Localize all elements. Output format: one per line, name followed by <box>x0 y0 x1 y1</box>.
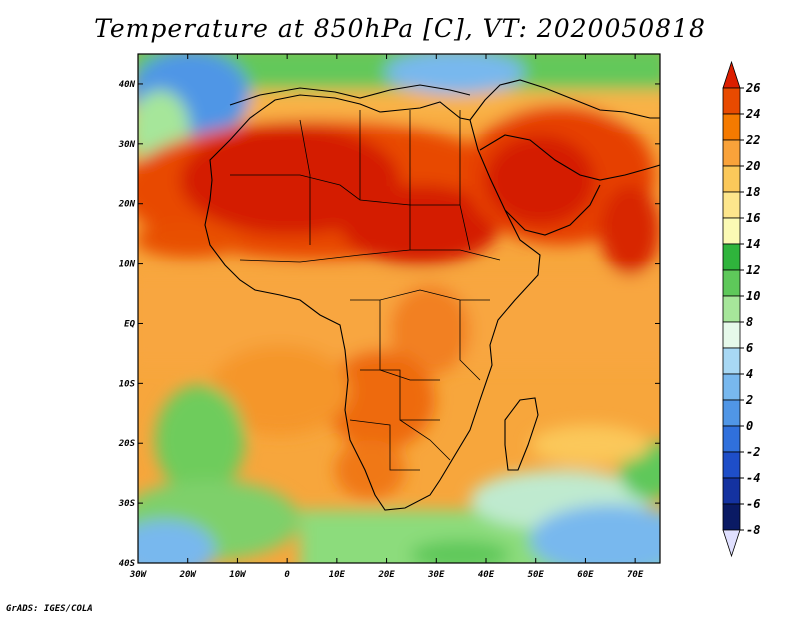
colorbar-segment <box>722 295 741 323</box>
grads-credit: GrADS: IGES/COLA <box>6 604 93 614</box>
lat-label: 40S <box>119 559 136 569</box>
country-borders <box>230 110 501 471</box>
colorbar-segment <box>722 321 741 349</box>
colorbar-label: 10 <box>746 289 760 303</box>
colorbar-label: 24 <box>745 107 760 121</box>
colorbar-label: 6 <box>746 341 753 355</box>
colorbar-label: 14 <box>746 237 760 251</box>
colorbar-segment <box>722 165 741 193</box>
map-title: Temperature at 850hPa [C], VT: 202005081… <box>94 14 706 43</box>
colorbar-label: -8 <box>746 523 760 537</box>
colorbar-label: 16 <box>746 211 760 225</box>
colorbar-segment <box>722 269 741 297</box>
lon-label: 60E <box>577 570 594 580</box>
lon-label: 30W <box>129 570 148 580</box>
colorbar-segment <box>722 87 741 115</box>
lat-label: 40N <box>119 80 136 90</box>
colorbar-segment <box>722 451 741 479</box>
colorbar-segment <box>722 503 741 531</box>
colorbar-segment <box>722 113 741 141</box>
colorbar-label: 2 <box>745 393 753 407</box>
colorbar-segment <box>722 425 741 453</box>
lon-label: 10E <box>329 570 346 580</box>
lat-label: 20S <box>118 439 136 449</box>
lon-label: 40E <box>478 570 495 580</box>
lat-label: 10N <box>119 260 136 270</box>
lon-label: 50E <box>528 570 545 580</box>
lat-label: 20N <box>118 200 136 210</box>
lon-label: 30E <box>427 570 445 580</box>
temperature-field <box>138 54 660 563</box>
colorbar-segment <box>722 243 741 271</box>
colorbar-label: 18 <box>746 185 760 199</box>
colorbar-label: -6 <box>746 497 760 511</box>
colorbar-segment <box>722 191 741 219</box>
colorbar-label: 4 <box>746 367 753 381</box>
colorbar-segment <box>722 477 741 505</box>
colorbar-segment <box>722 347 741 375</box>
colorbar-arrow-top <box>722 60 741 89</box>
colorbar-segment <box>722 399 741 427</box>
colorbar-label: 8 <box>746 315 753 329</box>
colorbar-label: -2 <box>746 445 760 459</box>
colorbar-label: 20 <box>745 159 760 173</box>
colorbar-segment <box>722 217 741 245</box>
lat-label: EQ <box>124 319 135 329</box>
lon-axis: 30W 20W 10W 0 10E 20E 30E 40E 50E 60E 70E <box>129 54 644 580</box>
colorbar-label: 26 <box>745 81 760 95</box>
coastlines <box>204 79 660 511</box>
colorbar-label: 12 <box>746 263 760 277</box>
colorbar-label: 0 <box>746 419 753 433</box>
lat-axis: 40N 30N 20N 10N EQ 10S 20S 30S 40S <box>118 80 660 569</box>
lon-label: 70E <box>627 570 644 580</box>
lat-label: 30S <box>118 499 136 509</box>
lat-label: 30N <box>118 140 136 150</box>
colorbar-arrow-bottom <box>722 529 741 558</box>
colorbar-segment <box>722 139 741 167</box>
colorbar-label: 22 <box>745 133 760 147</box>
colorbar-segment <box>722 373 741 401</box>
lon-label: 10W <box>229 570 247 580</box>
lat-label: 10S <box>119 379 136 389</box>
map-frame <box>137 53 661 564</box>
lon-label: 20E <box>377 570 395 580</box>
colorbar-label: -4 <box>746 471 760 485</box>
lon-label: 20W <box>179 570 198 580</box>
lon-label: 0 <box>284 570 290 580</box>
